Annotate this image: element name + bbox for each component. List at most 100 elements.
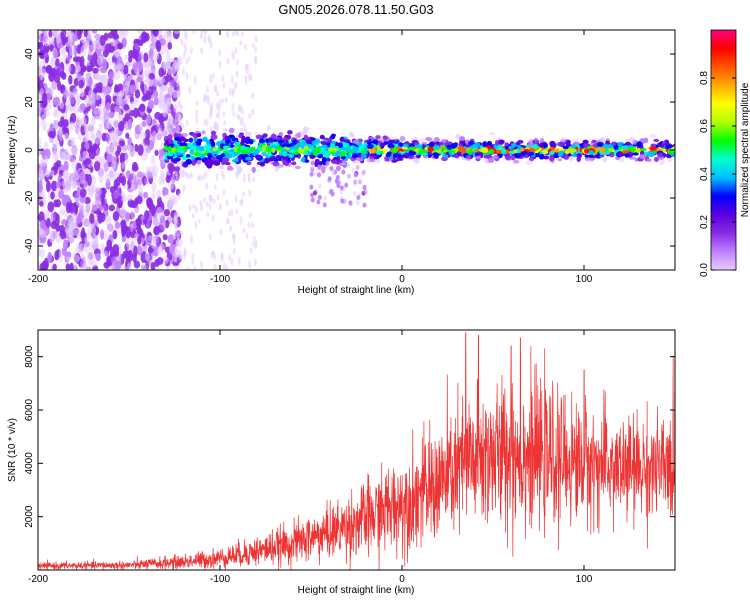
heatmap-cell (188, 86, 192, 94)
heatmap-cell (127, 136, 132, 146)
heatmap-cell (123, 54, 129, 61)
heatmap-cell (40, 120, 48, 127)
heatmap-cell (352, 154, 359, 158)
heatmap-cell (173, 118, 177, 127)
heatmap-cell (194, 151, 201, 157)
heatmap-cell (94, 74, 102, 81)
heatmap-cell (73, 103, 79, 115)
heatmap-cell (184, 33, 188, 40)
heatmap-cell (309, 154, 316, 159)
heatmap-cell (419, 138, 426, 142)
heatmap-cell (185, 58, 189, 66)
heatmap-cell (235, 132, 239, 140)
heatmap-cell (549, 150, 555, 156)
heatmap-cell (82, 150, 87, 161)
heatmap-cell (329, 188, 334, 194)
colorbar-tick-label: 0.6 (699, 119, 710, 133)
heatmap-cell (93, 108, 100, 115)
heatmap-cell (403, 152, 410, 159)
heatmap-cell (204, 159, 211, 166)
heatmap-cell (248, 259, 252, 269)
heatmap-cell (239, 127, 246, 131)
heatmap-cell (212, 147, 218, 152)
heatmap-cell (371, 147, 376, 154)
heatmap-cell (129, 172, 137, 185)
heatmap-cell (228, 127, 235, 134)
heatmap-cell (201, 130, 206, 135)
heatmap-cell (539, 153, 545, 160)
heatmap-cell (185, 173, 192, 179)
heatmap-cell (212, 198, 216, 204)
heatmap-cell (101, 95, 106, 106)
heatmap-cell (125, 132, 130, 139)
heatmap-cell (143, 191, 149, 199)
heatmap-cell (215, 161, 221, 166)
colorbar-label: Normalized spectral amplitude (740, 82, 750, 217)
heatmap-cell (646, 158, 652, 162)
colorbar-tick-label: 0.8 (699, 71, 710, 85)
heatmap-cell (240, 31, 244, 37)
heatmap-cell (167, 162, 175, 171)
heatmap-cell (84, 142, 90, 150)
heatmap-cell (146, 171, 153, 180)
heatmap-cell (596, 141, 604, 146)
heatmap-x-label: Height of straight line (km) (298, 285, 415, 296)
heatmap-cell (317, 153, 323, 159)
heatmap-cell (203, 119, 207, 126)
heatmap-cell (327, 177, 332, 183)
heatmap-cell (119, 206, 127, 218)
heatmap-cell (514, 152, 522, 159)
heatmap-cell (56, 80, 62, 91)
heatmap-cell (176, 65, 180, 72)
heatmap-cell (242, 122, 246, 128)
heatmap-cell (126, 262, 132, 270)
heatmap-cell (353, 179, 358, 185)
heatmap-cell (425, 137, 433, 142)
heatmap-cell (203, 35, 207, 44)
heatmap-cell (513, 159, 520, 164)
colorbar-tick-label: 0.2 (699, 215, 710, 229)
heatmap-cell (340, 198, 345, 204)
heatmap-cell (568, 156, 574, 162)
heatmap-cell (38, 168, 44, 177)
heatmap-cell (104, 214, 112, 227)
heatmap-cell (339, 136, 345, 143)
heatmap-cell (91, 117, 96, 127)
heatmap-cell (195, 108, 199, 118)
heatmap-cell (252, 235, 256, 242)
heatmap-cell (95, 92, 101, 101)
heatmap-cell (68, 74, 73, 85)
heatmap-cell (245, 156, 252, 161)
heatmap-cell (650, 133, 656, 138)
heatmap-cell (195, 115, 199, 125)
heatmap-cell (38, 183, 43, 193)
heatmap-cell (144, 210, 150, 220)
heatmap-cell (159, 38, 166, 46)
heatmap-cell (179, 104, 183, 110)
heatmap-cell (189, 148, 195, 155)
heatmap-cell (71, 144, 78, 156)
heatmap-cell (439, 141, 444, 146)
heatmap-cell (653, 138, 660, 142)
heatmap-cell (137, 235, 142, 245)
heatmap-cell (178, 249, 182, 259)
heatmap-cell (57, 251, 63, 263)
heatmap-cell (230, 208, 234, 217)
heatmap-cell (86, 65, 93, 73)
heatmap-cell (158, 243, 165, 252)
heatmap-cell (113, 69, 121, 81)
heatmap-cell (346, 154, 351, 159)
heatmap-cell (376, 145, 381, 151)
heatmap-x-tick-label: -200 (28, 274, 48, 285)
heatmap-cell (40, 114, 46, 123)
heatmap-y-label: Frequency (Hz) (7, 116, 18, 185)
heatmap-cell (39, 229, 46, 238)
heatmap-cell (399, 136, 406, 142)
heatmap-cell (115, 150, 120, 157)
heatmap-cell (245, 131, 252, 137)
snr-x-label: Height of straight line (km) (298, 585, 415, 596)
heatmap-cell (301, 156, 306, 162)
heatmap-cell (44, 169, 51, 178)
heatmap-cell (229, 144, 235, 148)
heatmap-cell (213, 184, 217, 190)
